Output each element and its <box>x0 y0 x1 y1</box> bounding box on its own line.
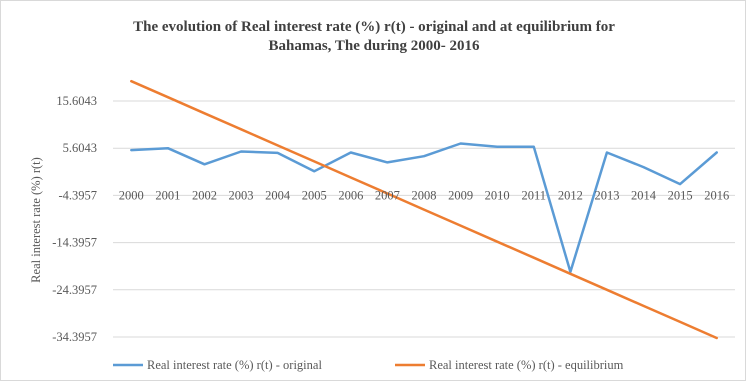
y-tick-label: -24.3957 <box>52 283 97 297</box>
x-tick-label: 2002 <box>192 188 217 202</box>
series-lines <box>130 79 718 340</box>
series-line-equilibrium <box>130 79 718 340</box>
x-tick-label: 2014 <box>631 188 657 202</box>
x-tick-label: 2006 <box>338 188 363 202</box>
chart-title-line-2: Bahamas, The during 2000- 2016 <box>268 38 480 54</box>
x-tick-label: 2003 <box>229 188 254 202</box>
x-tick-label: 2015 <box>668 188 693 202</box>
y-axis-title: Real interest rate (%) r(t) <box>29 157 43 283</box>
legend-label: Real interest rate (%) r(t) - equilibriu… <box>429 358 624 372</box>
y-tick-label: -4.3957 <box>58 188 97 202</box>
x-tick-labels: 2000 2001 2002 2003 2004 2005 2006 2007 2008 2009… <box>119 188 729 202</box>
x-tick-label: 2010 <box>485 188 510 202</box>
legend: Real interest rate (%) r(t) - original Re… <box>113 358 624 372</box>
y-tick-label: 5.6043 <box>63 141 97 155</box>
x-tick-label: 2007 <box>375 188 400 202</box>
x-tick-label: 2013 <box>594 188 619 202</box>
x-tick-label: 2001 <box>155 188 180 202</box>
x-tick-label: 2012 <box>558 188 583 202</box>
y-tick-label: -34.3957 <box>52 330 97 344</box>
chart-title: The evolution of Real interest rate (%) … <box>0 18 748 56</box>
x-tick-label: 2008 <box>412 188 437 202</box>
y-tick-label: -14.3957 <box>52 236 97 250</box>
x-tick-label: 2000 <box>119 188 144 202</box>
series-line-original <box>130 142 718 274</box>
y-tick-label: 15.6043 <box>56 94 97 108</box>
x-tick-label: 2005 <box>302 188 327 202</box>
gridlines <box>113 100 735 338</box>
y-tick-labels: 15.6043 5.6043 -4.3957 -14.3957 -24.3957 -34.… <box>52 94 97 344</box>
chart-title-line-1: The evolution of Real interest rate (%) … <box>133 19 615 35</box>
legend-label: Real interest rate (%) r(t) - original <box>147 358 322 372</box>
x-tick-label: 2011 <box>521 188 546 202</box>
x-tick-label: 2004 <box>265 188 291 202</box>
x-tick-label: 2009 <box>448 188 473 202</box>
x-tick-label: 2016 <box>704 188 729 202</box>
